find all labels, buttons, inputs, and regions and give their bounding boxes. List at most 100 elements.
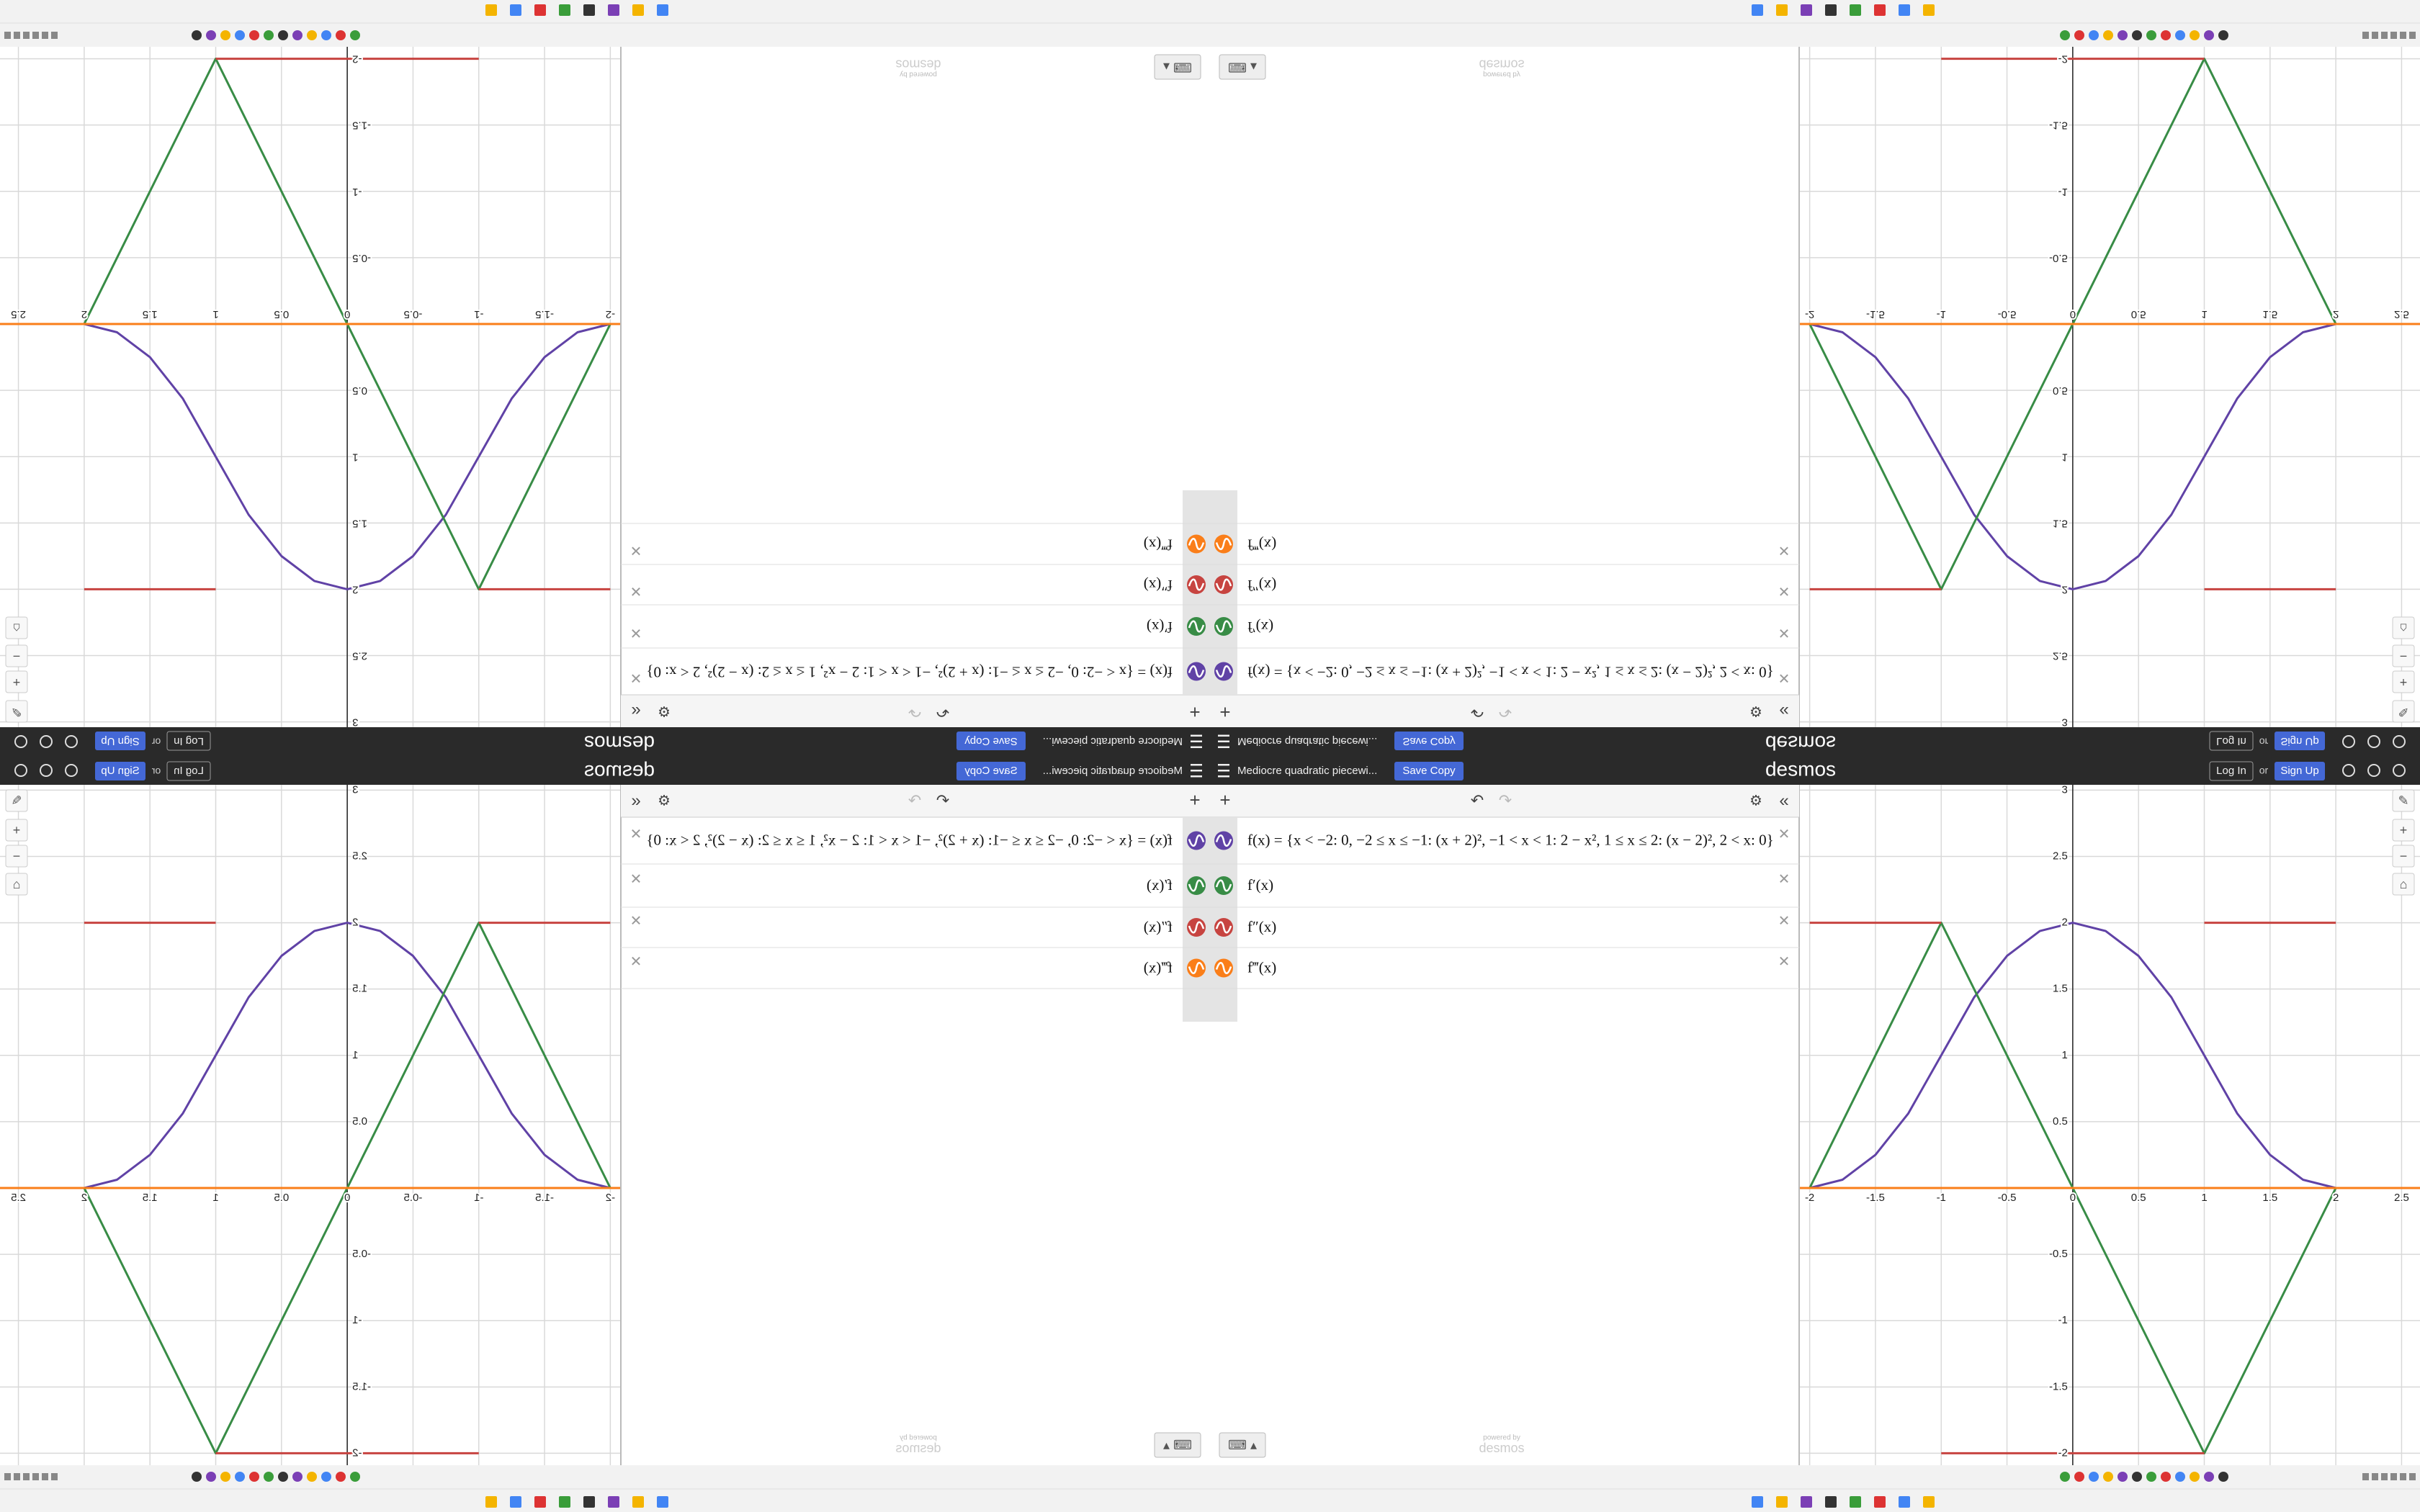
graph-control[interactable]: [5, 700, 28, 723]
save-label[interactable]: Save Copy: [964, 765, 1018, 777]
header-icon[interactable]: [2393, 764, 2406, 777]
delete-expression[interactable]: ✕: [1778, 625, 1791, 641]
toolbar-button[interactable]: «: [1779, 702, 1788, 721]
delete-expression[interactable]: ✕: [1778, 542, 1791, 558]
tab-icon[interactable]: [264, 1472, 274, 1482]
header-icon[interactable]: [14, 764, 27, 777]
save-button[interactable]: [1394, 762, 1464, 780]
toolbar-button[interactable]: ⚙: [658, 703, 671, 719]
toolbar-icon[interactable]: [1923, 4, 1935, 16]
graph-control[interactable]: [5, 819, 28, 842]
nav-icon[interactable]: [32, 32, 39, 39]
signup-button[interactable]: [95, 732, 145, 750]
header-icon[interactable]: [14, 735, 27, 748]
signup-label[interactable]: Sign Up: [2280, 735, 2318, 747]
toolbar-icon[interactable]: [1776, 1496, 1788, 1508]
keyboard-button[interactable]: [1154, 54, 1201, 80]
tab-icon[interactable]: [2218, 30, 2228, 40]
graph-control[interactable]: [5, 616, 28, 639]
toolbar-icon[interactable]: [510, 1496, 521, 1508]
tab-icon[interactable]: [278, 30, 288, 40]
header-icon[interactable]: [2367, 764, 2380, 777]
tab-icon[interactable]: [206, 30, 216, 40]
toolbar-icon[interactable]: [657, 4, 668, 16]
expression[interactable]: f(x) = {x < −2: 0, −2 ≤ x ≤ −1: (x + 2)²…: [1247, 831, 1774, 848]
toolbar-icon[interactable]: [1850, 4, 1861, 16]
delete-expression[interactable]: ✕: [1778, 827, 1791, 842]
toolbar-button[interactable]: +: [1189, 789, 1200, 811]
tab-icon[interactable]: [2132, 1472, 2142, 1482]
toolbar-icon[interactable]: [583, 1496, 595, 1508]
signup-label[interactable]: Sign Up: [101, 765, 139, 777]
nav-icon[interactable]: [4, 1473, 11, 1480]
nav-icon[interactable]: [42, 32, 48, 39]
expression[interactable]: f‴(x): [1144, 958, 1173, 976]
tab-icon[interactable]: [2060, 30, 2070, 40]
expression[interactable]: f′(x): [1247, 876, 1273, 894]
tab-icon[interactable]: [321, 30, 331, 40]
toolbar-icon[interactable]: [632, 4, 644, 16]
save-button[interactable]: [956, 732, 1026, 750]
toolbar-icon[interactable]: [1776, 4, 1788, 16]
toolbar-icon[interactable]: [657, 1496, 668, 1508]
tab-icon[interactable]: [2190, 30, 2200, 40]
toolbar-icon[interactable]: [485, 4, 497, 16]
tab-icon[interactable]: [192, 30, 202, 40]
toolbar-icon[interactable]: [632, 1496, 644, 1508]
tab-icon[interactable]: [2161, 1472, 2171, 1482]
toolbar-icon[interactable]: [1801, 4, 1812, 16]
expression[interactable]: f″(x): [1247, 577, 1276, 594]
tab-icon[interactable]: [2074, 30, 2084, 40]
graph-control[interactable]: [2392, 644, 2415, 667]
save-label[interactable]: Save Copy: [1402, 735, 1456, 747]
toolbar-button[interactable]: ⚙: [658, 793, 671, 809]
login-label[interactable]: Log In: [174, 765, 204, 777]
toolbar-icon[interactable]: [1850, 1496, 1861, 1508]
tab-icon[interactable]: [220, 1472, 230, 1482]
toolbar-button[interactable]: «: [631, 791, 640, 810]
tab-icon[interactable]: [2175, 1472, 2185, 1482]
toolbar-icon[interactable]: [1899, 1496, 1910, 1508]
expression[interactable]: f″(x): [1144, 577, 1173, 594]
header-icon[interactable]: [65, 764, 78, 777]
header-icon[interactable]: [40, 764, 53, 777]
header-icon[interactable]: [2342, 764, 2355, 777]
tab-icon[interactable]: [321, 1472, 331, 1482]
toolbar-icon[interactable]: [510, 4, 521, 16]
nav-icon[interactable]: [2409, 32, 2416, 39]
tab-icon[interactable]: [307, 1472, 317, 1482]
nav-icon[interactable]: [2381, 32, 2388, 39]
tab-icon[interactable]: [264, 30, 274, 40]
expression[interactable]: f(x) = {x < −2: 0, −2 ≤ x ≤ −1: (x + 2)²…: [646, 664, 1173, 681]
graph-control[interactable]: [5, 644, 28, 667]
toolbar-button[interactable]: +: [1219, 701, 1230, 723]
tab-icon[interactable]: [2089, 30, 2099, 40]
toolbar-icon[interactable]: [1825, 1496, 1837, 1508]
toolbar-icon[interactable]: [1752, 4, 1763, 16]
expression[interactable]: f′(x): [1147, 876, 1173, 894]
header-icon[interactable]: [40, 735, 53, 748]
toolbar-icon[interactable]: [608, 4, 619, 16]
expression[interactable]: f(x) = {x < −2: 0, −2 ≤ x ≤ −1: (x + 2)²…: [646, 831, 1173, 848]
tab-icon[interactable]: [235, 1472, 245, 1482]
save-label[interactable]: Save Copy: [964, 735, 1018, 747]
tab-icon[interactable]: [2118, 30, 2128, 40]
signup-label[interactable]: Sign Up: [2280, 765, 2318, 777]
save-button[interactable]: [956, 762, 1026, 780]
expression[interactable]: f‴(x): [1144, 536, 1173, 554]
tab-icon[interactable]: [336, 30, 346, 40]
delete-expression[interactable]: ✕: [630, 625, 642, 641]
toolbar-icon[interactable]: [559, 1496, 570, 1508]
nav-icon[interactable]: [2381, 1473, 2388, 1480]
delete-expression[interactable]: ✕: [630, 827, 642, 842]
header-icon[interactable]: [2393, 735, 2406, 748]
tab-icon[interactable]: [350, 30, 360, 40]
signup-button[interactable]: [95, 762, 145, 780]
toolbar-icon[interactable]: [1825, 4, 1837, 16]
toolbar-button[interactable]: +: [1189, 701, 1200, 723]
toolbar-icon[interactable]: [1752, 1496, 1763, 1508]
nav-icon[interactable]: [32, 1473, 39, 1480]
nav-icon[interactable]: [2372, 32, 2378, 39]
login-button[interactable]: [166, 731, 211, 751]
toolbar-icon[interactable]: [534, 1496, 546, 1508]
